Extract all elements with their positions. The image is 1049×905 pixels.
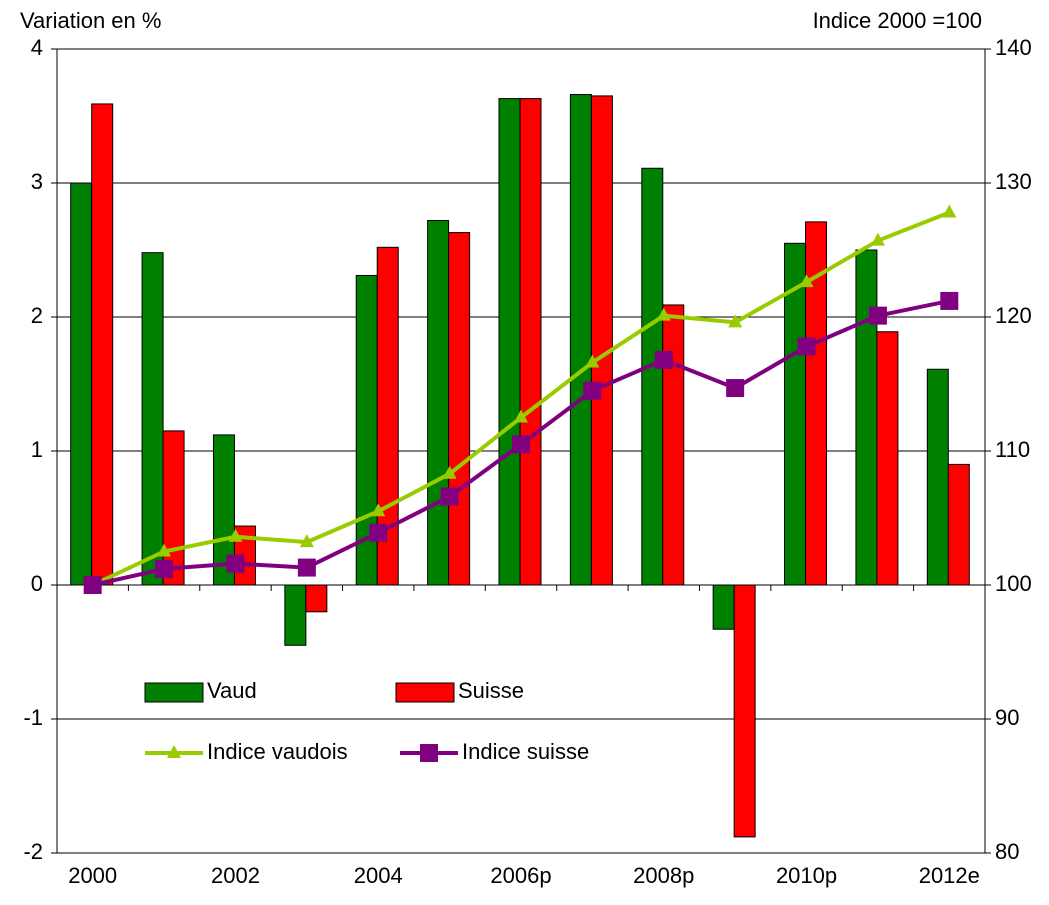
- bar: [70, 182, 93, 586]
- y2-tick-label: 100: [995, 571, 1032, 596]
- bar: [284, 584, 307, 646]
- legend-label: Indice suisse: [462, 739, 589, 764]
- bar: [212, 434, 235, 586]
- plot-border: [56, 48, 986, 854]
- x-tick-label: 2000: [68, 863, 117, 888]
- x-tick-label: 2008p: [633, 863, 694, 888]
- y2-tick-label: 130: [995, 169, 1032, 194]
- x-tick-label: 2012e: [919, 863, 980, 888]
- legend-swatch: [395, 682, 455, 703]
- bar: [590, 95, 613, 586]
- y2-tick-label: 80: [995, 839, 1019, 864]
- line-marker: [728, 314, 743, 328]
- y-tick-label: -1: [23, 705, 43, 730]
- legend-label: Indice vaudois: [207, 739, 348, 764]
- y-tick-label: 1: [31, 437, 43, 462]
- line-marker: [371, 503, 386, 517]
- line-marker: [155, 559, 174, 578]
- y-tick-label: 4: [31, 35, 43, 60]
- line-marker: [583, 381, 602, 400]
- bar: [519, 98, 542, 586]
- line-marker: [799, 274, 814, 288]
- bar: [712, 584, 735, 630]
- bar: [662, 304, 685, 586]
- line-marker: [797, 337, 816, 356]
- legend-swatch: [144, 682, 204, 703]
- y2-tick-label: 90: [995, 705, 1019, 730]
- y-tick-label: 3: [31, 169, 43, 194]
- legend-label: Vaud: [207, 678, 257, 703]
- legend-label: Suisse: [458, 678, 524, 703]
- y2-tick-label: 110: [995, 437, 1030, 462]
- bar: [926, 368, 949, 586]
- y-tick-label: 0: [31, 571, 43, 596]
- y2-tick-label: 140: [995, 35, 1032, 60]
- legend-marker: [167, 745, 181, 758]
- line-marker: [654, 350, 673, 369]
- line-marker: [228, 528, 243, 542]
- line-marker: [512, 435, 530, 454]
- x-tick-label: 2006p: [490, 863, 551, 888]
- line-marker: [870, 232, 885, 246]
- bar: [947, 463, 970, 586]
- line-marker: [868, 306, 887, 325]
- bar: [498, 98, 521, 586]
- bar: [448, 232, 471, 586]
- line-marker: [299, 534, 314, 548]
- bar: [376, 246, 399, 586]
- line-marker: [940, 291, 959, 310]
- line-marker: [369, 523, 388, 542]
- bar: [876, 331, 899, 586]
- bar: [305, 584, 328, 613]
- y-tick-label: -2: [23, 839, 43, 864]
- x-tick-label: 2004: [354, 863, 403, 888]
- x-tick-label: 2010p: [776, 863, 837, 888]
- line-marker: [726, 379, 745, 398]
- line-marker: [83, 576, 102, 594]
- y-axis-label: Variation en %: [20, 8, 161, 33]
- line-marker: [442, 465, 457, 479]
- y2-axis-label: Indice 2000 =100: [813, 8, 982, 33]
- line-marker: [942, 204, 957, 218]
- y-tick-label: 2: [31, 303, 43, 328]
- legend-marker: [420, 744, 438, 762]
- line-marker: [440, 487, 459, 506]
- bar: [91, 103, 114, 586]
- line-marker: [226, 554, 245, 573]
- line-marker: [656, 307, 671, 321]
- bar: [805, 221, 828, 586]
- y2-tick-label: 120: [995, 303, 1032, 328]
- line-marker: [297, 558, 316, 577]
- x-tick-label: 2002: [211, 863, 260, 888]
- line-marker: [514, 409, 528, 423]
- bar: [641, 167, 664, 586]
- line-marker: [157, 543, 172, 557]
- bar: [569, 94, 592, 586]
- bar: [427, 220, 450, 586]
- bar: [855, 249, 878, 586]
- bar: [733, 584, 756, 838]
- bar: [141, 252, 164, 586]
- line-marker: [585, 354, 600, 368]
